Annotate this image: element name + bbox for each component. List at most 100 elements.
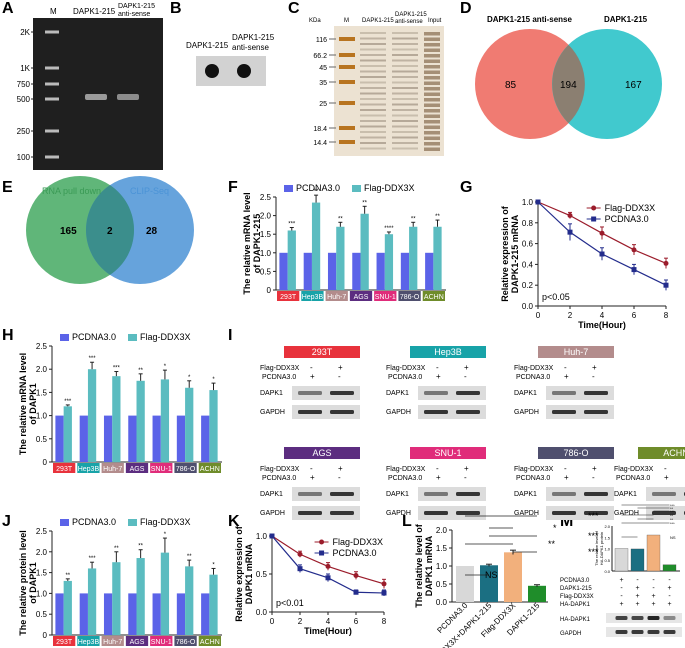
blot-strip bbox=[606, 613, 682, 623]
dot-1 bbox=[205, 64, 219, 78]
bar-pcdna bbox=[327, 252, 337, 290]
gel-c-marker-label: 35 bbox=[319, 80, 327, 87]
condition-sign: + bbox=[667, 601, 671, 608]
bar-pcdna bbox=[201, 593, 210, 635]
band-label: GAPDH bbox=[386, 510, 411, 517]
comparison-label: *** bbox=[588, 547, 599, 557]
cell-label: Huh-7 bbox=[103, 466, 122, 473]
gel-c-marker-band bbox=[339, 37, 355, 41]
row-pcdna-label: PCDNA3.0 bbox=[388, 374, 422, 381]
panel-letter-I: I bbox=[228, 327, 232, 344]
row-flag-label: Flag-DDX3X bbox=[260, 365, 300, 372]
condition-sign: - bbox=[668, 593, 671, 600]
bar bbox=[504, 552, 522, 602]
venn-d-left-count: 85 bbox=[505, 80, 517, 91]
gel-c-lane2-band bbox=[392, 109, 418, 111]
sign: + bbox=[564, 473, 569, 482]
blot-strip bbox=[292, 506, 360, 520]
blot-band bbox=[330, 391, 354, 395]
cell-label: Huh-7 bbox=[327, 294, 346, 301]
cell-label-box bbox=[349, 291, 373, 301]
bar-flag bbox=[160, 379, 170, 462]
y-axis-title-2: of DAPK1-215 bbox=[252, 214, 262, 274]
blot-band bbox=[298, 391, 322, 395]
cell-label: ACHN bbox=[424, 294, 444, 301]
gel-c-lane1-band bbox=[360, 136, 386, 139]
y-axis-title-2: DAPK1 mRNA bbox=[244, 543, 254, 604]
row-pcdna-label: PCDNA3.0 bbox=[388, 475, 422, 482]
gel-c-lane1-band bbox=[360, 87, 386, 89]
condition-label: Flag-DDX3X bbox=[560, 594, 594, 600]
comparison-label: *** bbox=[588, 531, 599, 541]
y-tick-label: 0.0 bbox=[256, 608, 268, 617]
gel-c-marker-label: 25 bbox=[319, 101, 327, 108]
bar bbox=[528, 585, 546, 602]
gel-c-lane2-band bbox=[392, 142, 418, 144]
cell-label: 293T bbox=[280, 294, 297, 301]
panel-letter-C: C bbox=[288, 0, 300, 17]
sign: + bbox=[664, 473, 669, 482]
p-value-note: p<0.05 bbox=[542, 292, 570, 302]
condition-label: PCDNA3.0 bbox=[560, 578, 590, 584]
cell-label-box bbox=[125, 636, 149, 646]
row-flag-label: Flag-DDX3X bbox=[614, 466, 654, 473]
gel-c-marker-band bbox=[339, 101, 355, 105]
y-axis-title: The relative mRNA level bbox=[242, 192, 252, 294]
legend-flag: Flag-DDX3X bbox=[140, 332, 191, 342]
gel-c-lane2-l2: anti-sense bbox=[395, 19, 423, 25]
gel-c-lane2-l1: DAPK1-215 bbox=[395, 12, 427, 18]
band-label: DAPK1 bbox=[260, 491, 283, 498]
condition-sign: + bbox=[619, 577, 623, 584]
gel-c-lane2-band bbox=[392, 136, 418, 139]
sign: + bbox=[592, 363, 597, 372]
blot-band bbox=[424, 492, 448, 496]
bar-pcdna bbox=[303, 252, 312, 290]
cell-label-box bbox=[277, 291, 300, 301]
bar-pcdna bbox=[201, 415, 210, 462]
bar bbox=[456, 566, 474, 602]
cell-label: AGS bbox=[130, 466, 145, 473]
gel-a-lane1: DAPK1-215 bbox=[73, 7, 116, 16]
x-tick-label: 4 bbox=[326, 617, 331, 626]
condition-sign: + bbox=[635, 585, 639, 592]
row-pcdna-label: PCDNA3.0 bbox=[262, 475, 296, 482]
venn-e-right-label: CLIP-Seq bbox=[130, 186, 169, 196]
significance-label: ** bbox=[435, 214, 440, 220]
y-tick-label: 1.5 bbox=[436, 544, 448, 553]
bar-flag bbox=[311, 202, 321, 290]
blot-header bbox=[284, 346, 360, 358]
gel-c-lane2-band bbox=[392, 92, 418, 95]
gel-c-lane2-band bbox=[392, 65, 418, 67]
ladder-band bbox=[45, 30, 59, 34]
gel-c-marker-label: 116 bbox=[316, 37, 327, 44]
gel-c-lane2-band bbox=[392, 43, 418, 45]
venn-d-right bbox=[552, 29, 662, 139]
panel-letter-G: G bbox=[460, 179, 472, 196]
gel-a-lane2-l2: anti-sense bbox=[118, 11, 150, 18]
x-tick-label: 2 bbox=[568, 311, 573, 320]
band-label: DAPK1 bbox=[614, 491, 637, 498]
y-tick-label: 2.0 bbox=[436, 526, 448, 535]
sign: + bbox=[592, 464, 597, 473]
y-tick-label: 0.5 bbox=[436, 580, 448, 589]
gel-c-input-band bbox=[424, 43, 440, 47]
gel-c-lane2-band bbox=[392, 114, 418, 117]
significance-label: ** bbox=[411, 216, 416, 222]
cell-label-box bbox=[198, 463, 221, 473]
blot-header bbox=[638, 447, 685, 459]
cell-label: SNU-1 bbox=[151, 466, 172, 473]
cell-label: 293T bbox=[56, 639, 73, 646]
gel-c-input-band bbox=[424, 125, 440, 129]
blot-strip bbox=[418, 506, 486, 520]
cell-label-box bbox=[77, 463, 100, 473]
significance-label: *** bbox=[113, 366, 121, 372]
y-tick-label: 2.0 bbox=[36, 548, 48, 557]
gel-c-input-band bbox=[424, 87, 440, 91]
gel-c-input-band bbox=[424, 147, 440, 151]
legend-marker-pcdna bbox=[319, 550, 325, 556]
gel-c-lane1-band bbox=[360, 76, 386, 78]
x-axis-title: Time(Hour) bbox=[578, 320, 626, 330]
significance-label: ** bbox=[187, 554, 192, 560]
condition-sign: - bbox=[636, 577, 639, 584]
